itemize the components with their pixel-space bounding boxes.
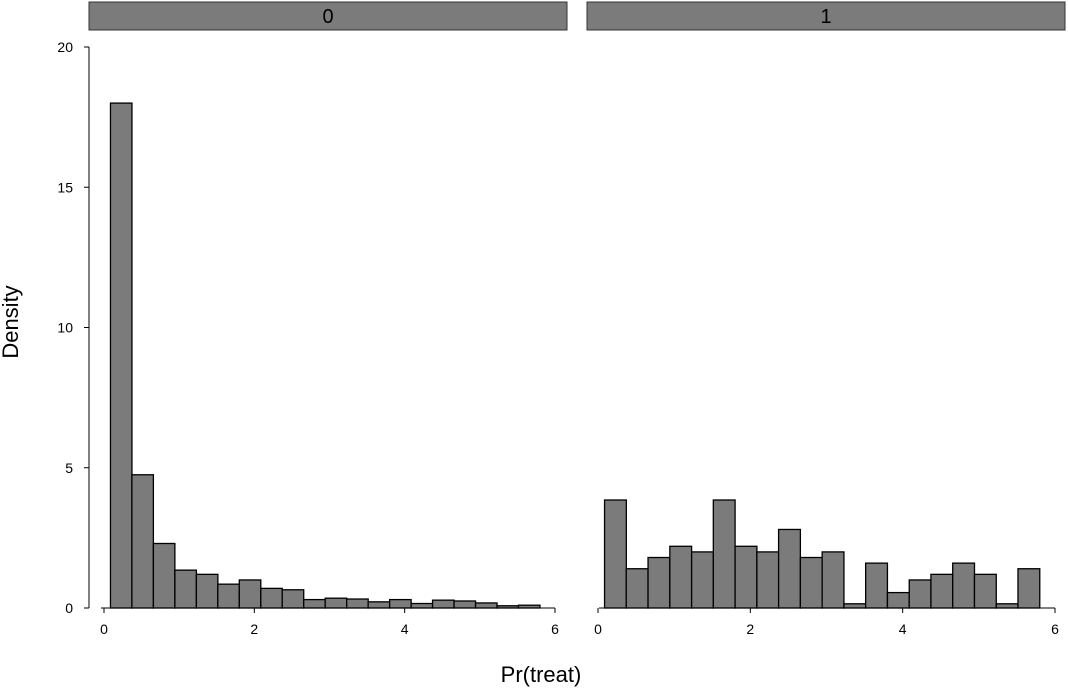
facet-strip-0: 0 — [88, 1, 568, 31]
x-tick-label: 4 — [401, 621, 409, 637]
histogram-bar — [195, 573, 219, 609]
facet-strip-0-box — [88, 1, 568, 31]
histogram-bar — [303, 598, 326, 609]
histogram-bar — [1017, 568, 1041, 609]
facet-strip-1-box — [586, 1, 1066, 31]
histogram-bar — [995, 603, 1019, 609]
y-tick-label: 0 — [65, 600, 73, 616]
panel-0: 0 2 4 6 — [100, 102, 559, 637]
x-tick-label: 6 — [1051, 621, 1059, 637]
histogram-bar — [625, 568, 649, 609]
histogram-bar — [690, 551, 715, 609]
y-tick-label: 10 — [57, 320, 73, 336]
x-tick-label: 2 — [746, 621, 754, 637]
histogram-bar — [930, 573, 954, 609]
histogram-bar — [474, 602, 498, 609]
histogram-bar — [346, 598, 369, 609]
histogram-bar — [453, 600, 477, 609]
facet-strip-1: 1 — [586, 1, 1066, 31]
histogram-bar — [281, 589, 305, 609]
histogram-bar — [603, 499, 627, 609]
y-axis: 0 5 10 15 20 — [57, 39, 90, 616]
histogram-bar — [431, 599, 455, 609]
histogram-bar — [109, 102, 133, 609]
histogram-bar — [734, 545, 758, 609]
x-tick-label: 2 — [250, 621, 258, 637]
y-tick-label: 15 — [57, 179, 73, 195]
histogram-bar — [647, 556, 671, 609]
panel-1: 0 2 4 6 — [594, 499, 1059, 637]
x-axis-title: Pr(treat) — [501, 662, 582, 687]
histogram-bar — [174, 569, 198, 609]
histogram-bar — [908, 579, 932, 609]
facet-strip-1-label: 1 — [820, 6, 831, 28]
y-axis-title: Density — [0, 285, 23, 358]
histogram-bar — [864, 562, 889, 609]
histogram-bar — [238, 579, 262, 609]
histogram-bar — [777, 528, 802, 609]
histogram-bar — [973, 573, 997, 609]
histogram-bar — [843, 603, 867, 609]
histogram-bar — [669, 545, 693, 609]
histogram-bar — [712, 499, 736, 609]
facet-strip-0-label: 0 — [322, 6, 333, 28]
y-tick-label: 5 — [65, 460, 73, 476]
histogram-bar — [367, 601, 391, 609]
histogram-bar — [260, 587, 283, 609]
histogram-bar — [799, 556, 823, 609]
histogram-bar — [410, 602, 434, 609]
x-tick-label: 0 — [100, 621, 108, 637]
histogram-bar — [756, 551, 780, 609]
histogram-bar — [324, 597, 348, 609]
histogram-bar — [496, 605, 520, 609]
histogram-bar — [152, 542, 176, 609]
histogram-bar — [952, 562, 976, 609]
x-tick-label: 6 — [551, 621, 559, 637]
histogram-bar — [517, 604, 541, 609]
x-tick-label: 4 — [899, 621, 907, 637]
y-tick-label: 20 — [57, 39, 73, 55]
histogram-bar — [821, 551, 845, 609]
x-tick-label: 0 — [594, 621, 602, 637]
histogram-bar — [388, 598, 412, 609]
histogram-bar — [131, 474, 155, 609]
histogram-bar — [886, 591, 910, 609]
histogram-bar — [217, 583, 240, 609]
